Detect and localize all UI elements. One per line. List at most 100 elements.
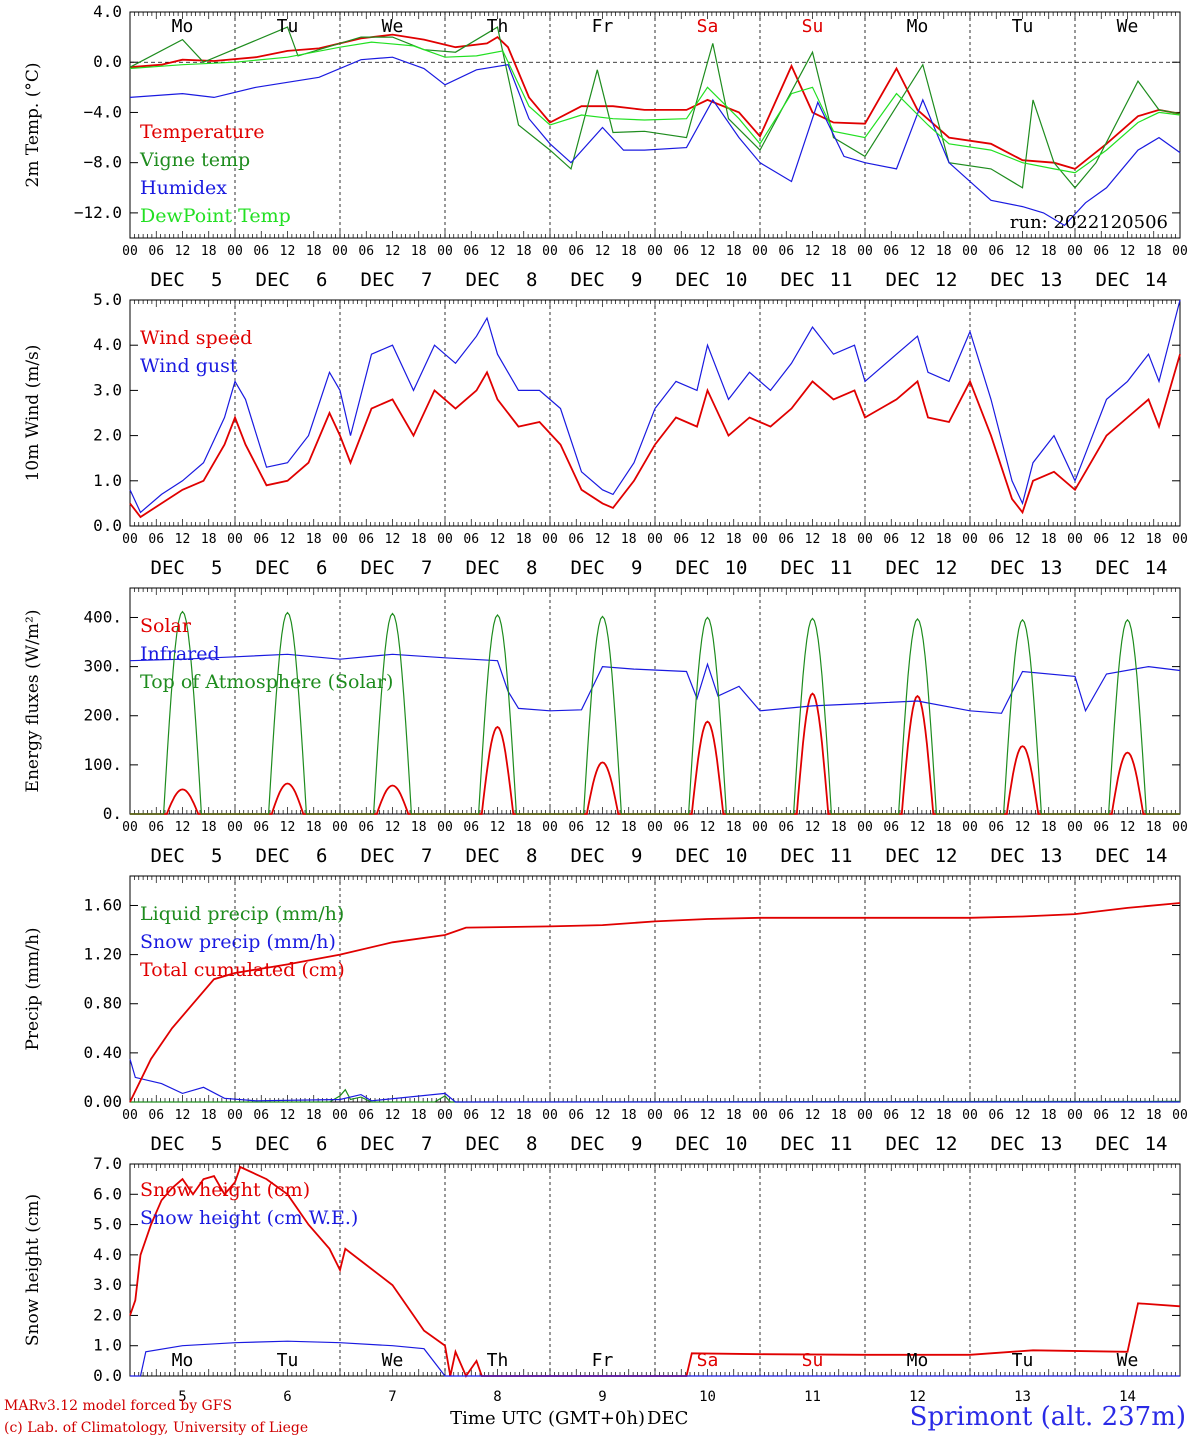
hour-tick-label: 06 [988, 1108, 1004, 1123]
hour-tick-label: 12 [1120, 1108, 1136, 1123]
hour-tick-label: 06 [253, 1108, 269, 1123]
hour-tick-label: 00 [857, 532, 873, 547]
day-name: Tu [277, 16, 299, 37]
hour-tick-label: 18 [1146, 532, 1162, 547]
hour-tick-label: 12 [385, 532, 401, 547]
hour-tick-label: 00 [962, 532, 978, 547]
day-name: We [1117, 16, 1139, 37]
legend-entry: Total cumulated (cm) [140, 959, 345, 981]
hour-tick-label: 00 [962, 820, 978, 835]
hour-tick-label: 12 [805, 244, 821, 259]
legend-entry: Humidex [140, 177, 227, 199]
hour-tick-label: 00 [752, 820, 768, 835]
month-label: DEC [571, 557, 605, 579]
legend-entry: Liquid precip (mm/h) [140, 903, 344, 925]
month-label: DEC [361, 1133, 395, 1155]
date-label: 12 [935, 1133, 958, 1155]
date-label: 12 [909, 1389, 926, 1405]
month-label: DEC [256, 269, 290, 291]
x-axis-label: Time UTC (GMT+0h) [450, 1408, 645, 1429]
y-tick-label: −8.0 [83, 153, 122, 172]
series-line [129, 902, 1181, 1103]
panel-5 [129, 1163, 1181, 1378]
hour-tick-label: 18 [411, 244, 427, 259]
date-label: 10 [725, 557, 748, 579]
hour-tick-label: 18 [936, 1108, 952, 1123]
hour-tick-label: 18 [411, 1108, 427, 1123]
date-label: 7 [421, 269, 432, 291]
legend-entry: Wind speed [140, 327, 252, 349]
y-tick-label: 3.0 [93, 380, 122, 399]
date-label: 9 [598, 1389, 606, 1405]
day-name: Tu [277, 1350, 299, 1371]
hour-tick-label: 00 [122, 1108, 138, 1123]
y-tick-label: 400. [83, 607, 122, 626]
hour-tick-label: 06 [463, 244, 479, 259]
series-line [129, 33, 1181, 170]
month-label: DEC [151, 1133, 185, 1155]
month-label: DEC [886, 557, 920, 579]
hour-tick-label: 12 [595, 1108, 611, 1123]
hour-tick-label: 06 [148, 532, 164, 547]
y-tick-label: 1.0 [93, 1336, 122, 1355]
hour-tick-label: 00 [1067, 820, 1083, 835]
panel-4 [129, 875, 1181, 1103]
y-tick-label: 4.0 [93, 335, 122, 354]
hour-tick-label: 18 [1146, 820, 1162, 835]
hour-tick-label: 06 [253, 532, 269, 547]
month-label: DEC [676, 1133, 710, 1155]
hour-tick-label: 00 [437, 532, 453, 547]
hour-tick-label: 00 [542, 244, 558, 259]
date-label: 8 [493, 1389, 501, 1405]
hour-tick-label: 00 [122, 532, 138, 547]
month-label: DEC [1096, 269, 1130, 291]
date-label: 13 [1040, 1133, 1063, 1155]
hour-tick-label: 00 [752, 244, 768, 259]
day-name: Fr [592, 16, 614, 37]
legend-entry: Vigne temp [139, 149, 250, 171]
date-label: 5 [211, 269, 222, 291]
hour-tick-label: 00 [332, 820, 348, 835]
hour-tick-label: 12 [385, 244, 401, 259]
run-label: run: 2022120506 [1010, 212, 1168, 233]
hour-tick-label: 00 [647, 1108, 663, 1123]
y-tick-label: 1.60 [83, 895, 122, 914]
y-axis-label: 10m Wind (m/s) [23, 345, 43, 482]
month-label: DEC [886, 1133, 920, 1155]
date-label: 12 [935, 557, 958, 579]
x-axis-month: DEC [647, 1408, 688, 1429]
hour-tick-label: 06 [883, 1108, 899, 1123]
hour-tick-label: 06 [358, 244, 374, 259]
y-tick-label: 200. [83, 706, 122, 725]
hour-tick-label: 18 [726, 820, 742, 835]
hour-tick-label: 06 [673, 1108, 689, 1123]
month-label: DEC [361, 269, 395, 291]
hour-tick-label: 12 [1015, 532, 1031, 547]
hour-tick-label: 12 [1015, 1108, 1031, 1123]
date-label: 6 [316, 845, 327, 867]
hour-tick-label: 12 [805, 820, 821, 835]
series-line [130, 1340, 1180, 1377]
hour-tick-label: 12 [910, 1108, 926, 1123]
hour-tick-label: 12 [700, 820, 716, 835]
hour-tick-label: 00 [227, 244, 243, 259]
legend-entry: Snow height (cm W.E.) [140, 1207, 358, 1229]
date-label: 10 [725, 1133, 748, 1155]
day-name: Sa [697, 16, 719, 37]
date-label: 8 [526, 845, 537, 867]
hour-tick-label: 12 [910, 532, 926, 547]
hour-tick-label: 00 [647, 820, 663, 835]
date-label: 10 [725, 269, 748, 291]
day-name: Tu [1012, 1350, 1034, 1371]
hour-tick-label: 06 [568, 1108, 584, 1123]
hour-tick-label: 06 [148, 820, 164, 835]
date-label: 8 [526, 557, 537, 579]
series-line [129, 1165, 1181, 1378]
hour-tick-label: 18 [201, 244, 217, 259]
hour-tick-label: 00 [1067, 1108, 1083, 1123]
hour-tick-label: 18 [831, 1108, 847, 1123]
y-tick-label: 7.0 [93, 1154, 122, 1173]
hour-tick-label: 18 [411, 820, 427, 835]
month-label: DEC [781, 269, 815, 291]
month-label: DEC [466, 1133, 500, 1155]
